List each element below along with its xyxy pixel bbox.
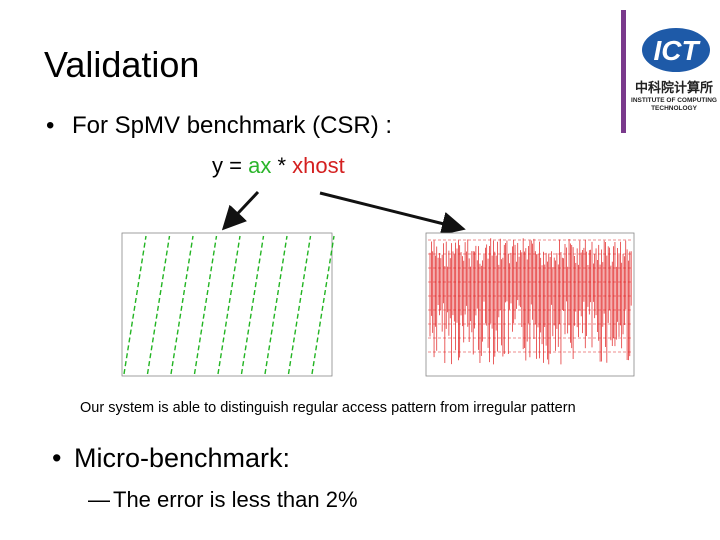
eq-left: y = <box>212 153 249 178</box>
bullet-dot: • <box>46 112 55 139</box>
pattern-line <box>311 235 335 375</box>
plot-frame <box>425 232 635 377</box>
pattern-line <box>240 235 265 375</box>
logo-chinese: 中科院计算所 <box>635 80 713 96</box>
logo-text: INSTITUTE OF COMPUTING <box>631 97 717 104</box>
eq-ax: ax <box>248 153 272 178</box>
logo-globe <box>642 28 710 72</box>
eq-xhost: xhost <box>292 153 345 178</box>
caption: Our system is able to distinguish regula… <box>80 400 576 416</box>
pattern-line <box>287 235 312 375</box>
plot-regular <box>123 235 335 375</box>
title: Validation <box>44 44 200 85</box>
pattern-line <box>217 235 241 375</box>
logo-mark: ICT <box>653 35 701 66</box>
arrow <box>319 191 466 236</box>
sub-bullet-dash: — <box>88 487 110 512</box>
eq-op: * <box>271 153 293 178</box>
pattern-line <box>170 235 194 375</box>
pattern-line <box>264 235 288 375</box>
arrow <box>221 190 260 231</box>
pattern-line <box>146 235 171 375</box>
plot-irregular <box>428 238 632 365</box>
sub-bullet: The error is less than 2% <box>113 487 358 512</box>
plot-frame <box>121 232 333 377</box>
pattern-line <box>193 235 218 375</box>
bullet-dot: • <box>52 443 62 473</box>
pattern-line <box>123 235 147 375</box>
bullet: Micro-benchmark: <box>74 443 291 473</box>
bullet: For SpMV benchmark (CSR) : <box>72 112 393 139</box>
logo-text: TECHNOLOGY <box>651 105 698 112</box>
equation: y = ax * xhost <box>212 153 345 179</box>
logo-bar <box>621 10 626 133</box>
